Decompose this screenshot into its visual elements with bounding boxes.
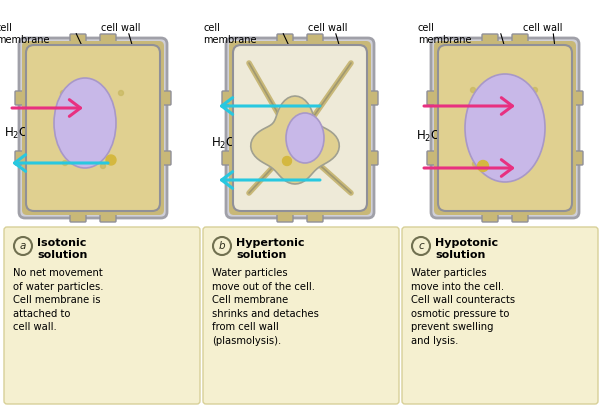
FancyBboxPatch shape [427, 151, 441, 165]
Text: cell wall: cell wall [308, 23, 347, 33]
Text: solution: solution [435, 250, 485, 260]
FancyBboxPatch shape [277, 34, 293, 48]
Text: Water particles
move into the cell.
Cell wall counteracts
osmotic pressure to
pr: Water particles move into the cell. Cell… [411, 268, 515, 346]
Circle shape [470, 88, 476, 92]
FancyBboxPatch shape [100, 34, 116, 48]
FancyBboxPatch shape [364, 151, 378, 165]
Text: cell
membrane: cell membrane [203, 23, 257, 45]
Text: cell wall: cell wall [523, 23, 563, 33]
Circle shape [533, 88, 538, 92]
Text: Hypertonic: Hypertonic [236, 238, 305, 248]
FancyBboxPatch shape [512, 208, 528, 222]
FancyBboxPatch shape [157, 91, 171, 105]
Circle shape [62, 160, 67, 166]
Text: cell
membrane: cell membrane [0, 23, 49, 45]
FancyBboxPatch shape [233, 45, 367, 211]
Ellipse shape [54, 78, 116, 168]
FancyBboxPatch shape [277, 208, 293, 222]
Text: H$_2$O: H$_2$O [211, 136, 236, 151]
Text: solution: solution [37, 250, 88, 260]
FancyBboxPatch shape [364, 91, 378, 105]
Text: Water particles
move out of the cell.
Cell membrane
shrinks and detaches
from ce: Water particles move out of the cell. Ce… [212, 268, 319, 346]
FancyBboxPatch shape [512, 34, 528, 48]
FancyBboxPatch shape [482, 208, 498, 222]
FancyBboxPatch shape [100, 208, 116, 222]
FancyBboxPatch shape [427, 91, 441, 105]
FancyBboxPatch shape [434, 41, 576, 215]
FancyBboxPatch shape [157, 151, 171, 165]
Circle shape [511, 166, 515, 171]
Text: Isotonic: Isotonic [37, 238, 86, 248]
FancyBboxPatch shape [569, 91, 583, 105]
Circle shape [61, 90, 65, 96]
FancyBboxPatch shape [70, 208, 86, 222]
FancyBboxPatch shape [15, 151, 29, 165]
FancyBboxPatch shape [307, 208, 323, 222]
Polygon shape [251, 96, 339, 184]
Text: b: b [218, 241, 226, 251]
Circle shape [213, 237, 231, 255]
FancyBboxPatch shape [222, 91, 236, 105]
Text: H$_2$O: H$_2$O [416, 129, 441, 144]
Circle shape [119, 90, 124, 96]
FancyBboxPatch shape [226, 38, 374, 218]
Circle shape [412, 237, 430, 255]
FancyBboxPatch shape [26, 45, 160, 211]
FancyBboxPatch shape [438, 45, 572, 211]
Text: c: c [418, 241, 424, 251]
Text: Hypotonic: Hypotonic [435, 238, 498, 248]
FancyBboxPatch shape [70, 34, 86, 48]
FancyBboxPatch shape [222, 151, 236, 165]
Ellipse shape [286, 113, 324, 163]
Circle shape [101, 164, 106, 168]
Circle shape [106, 155, 116, 165]
Ellipse shape [465, 74, 545, 182]
FancyBboxPatch shape [431, 38, 579, 218]
FancyBboxPatch shape [15, 91, 29, 105]
Text: a: a [20, 241, 26, 251]
FancyBboxPatch shape [4, 227, 200, 404]
FancyBboxPatch shape [229, 41, 371, 215]
FancyBboxPatch shape [482, 34, 498, 48]
Circle shape [478, 160, 488, 171]
Circle shape [14, 237, 32, 255]
Circle shape [283, 157, 292, 166]
FancyBboxPatch shape [203, 227, 399, 404]
FancyBboxPatch shape [307, 34, 323, 48]
Text: H$_2$O: H$_2$O [4, 125, 29, 140]
Text: cell
membrane: cell membrane [418, 23, 472, 45]
FancyBboxPatch shape [402, 227, 598, 404]
FancyBboxPatch shape [569, 151, 583, 165]
FancyBboxPatch shape [19, 38, 167, 218]
Text: No net movement
of water particles.
Cell membrane is
attached to
cell wall.: No net movement of water particles. Cell… [13, 268, 104, 333]
FancyBboxPatch shape [22, 41, 164, 215]
Text: solution: solution [236, 250, 286, 260]
Circle shape [473, 162, 478, 166]
Text: cell wall: cell wall [101, 23, 140, 33]
